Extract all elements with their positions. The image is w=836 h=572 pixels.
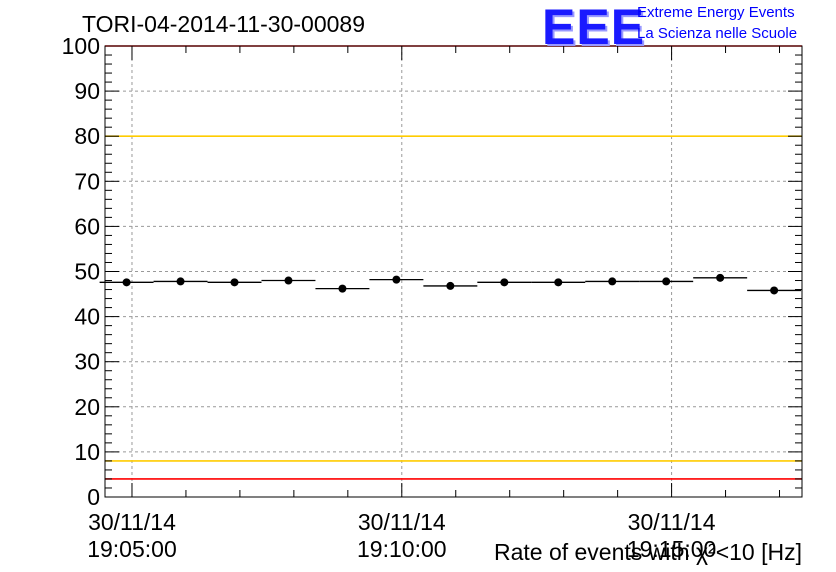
data-point bbox=[500, 278, 509, 287]
y-tick-label: 60 bbox=[74, 213, 100, 239]
data-point bbox=[716, 273, 725, 282]
y-tick-label: 80 bbox=[74, 123, 100, 149]
data-point bbox=[284, 276, 293, 285]
y-tick-label: 100 bbox=[62, 33, 100, 59]
y-tick-label: 50 bbox=[74, 259, 100, 285]
y-tick-label: 20 bbox=[74, 394, 100, 420]
x-axis-title: Rate of events with χ²<10 [Hz] bbox=[494, 539, 802, 565]
y-tick-label: 30 bbox=[74, 349, 100, 375]
tick-labels: 010203040506070809010030/11/1419:05:0030… bbox=[62, 33, 717, 562]
data-point bbox=[662, 277, 671, 286]
data-point bbox=[122, 278, 131, 287]
data-point bbox=[392, 275, 401, 284]
grid-layer bbox=[105, 46, 802, 497]
x-tick-label-time: 19:10:00 bbox=[357, 536, 447, 562]
data-point bbox=[770, 286, 779, 295]
x-tick-label-date: 30/11/14 bbox=[88, 509, 176, 535]
y-tick-label: 70 bbox=[74, 168, 100, 194]
eee-logo: EEE bbox=[542, 0, 646, 55]
run-title: TORI-04-2014-11-30-00089 bbox=[82, 11, 365, 37]
x-tick-label-time: 19:05:00 bbox=[87, 536, 177, 562]
y-tick-label: 40 bbox=[74, 304, 100, 330]
data-point bbox=[338, 284, 347, 293]
data-point bbox=[554, 278, 563, 287]
x-tick-label-time: 19:15:00 bbox=[627, 536, 717, 562]
y-tick-label: 0 bbox=[87, 484, 100, 510]
logo-tagline-2: La Scienza nelle Scuole bbox=[637, 25, 798, 42]
y-tick-label: 90 bbox=[74, 78, 100, 104]
data-point bbox=[176, 277, 185, 286]
data-point bbox=[446, 281, 455, 290]
reference-lines bbox=[105, 45, 802, 480]
x-tick-label-date: 30/11/14 bbox=[358, 509, 446, 535]
data-point bbox=[230, 278, 239, 287]
axis-ticks bbox=[105, 45, 802, 498]
data-point bbox=[608, 277, 617, 286]
x-tick-label-date: 30/11/14 bbox=[628, 509, 716, 535]
data-series bbox=[99, 273, 802, 295]
y-tick-label: 10 bbox=[74, 439, 100, 465]
logo-tagline-1: Extreme Energy Events bbox=[637, 4, 795, 21]
